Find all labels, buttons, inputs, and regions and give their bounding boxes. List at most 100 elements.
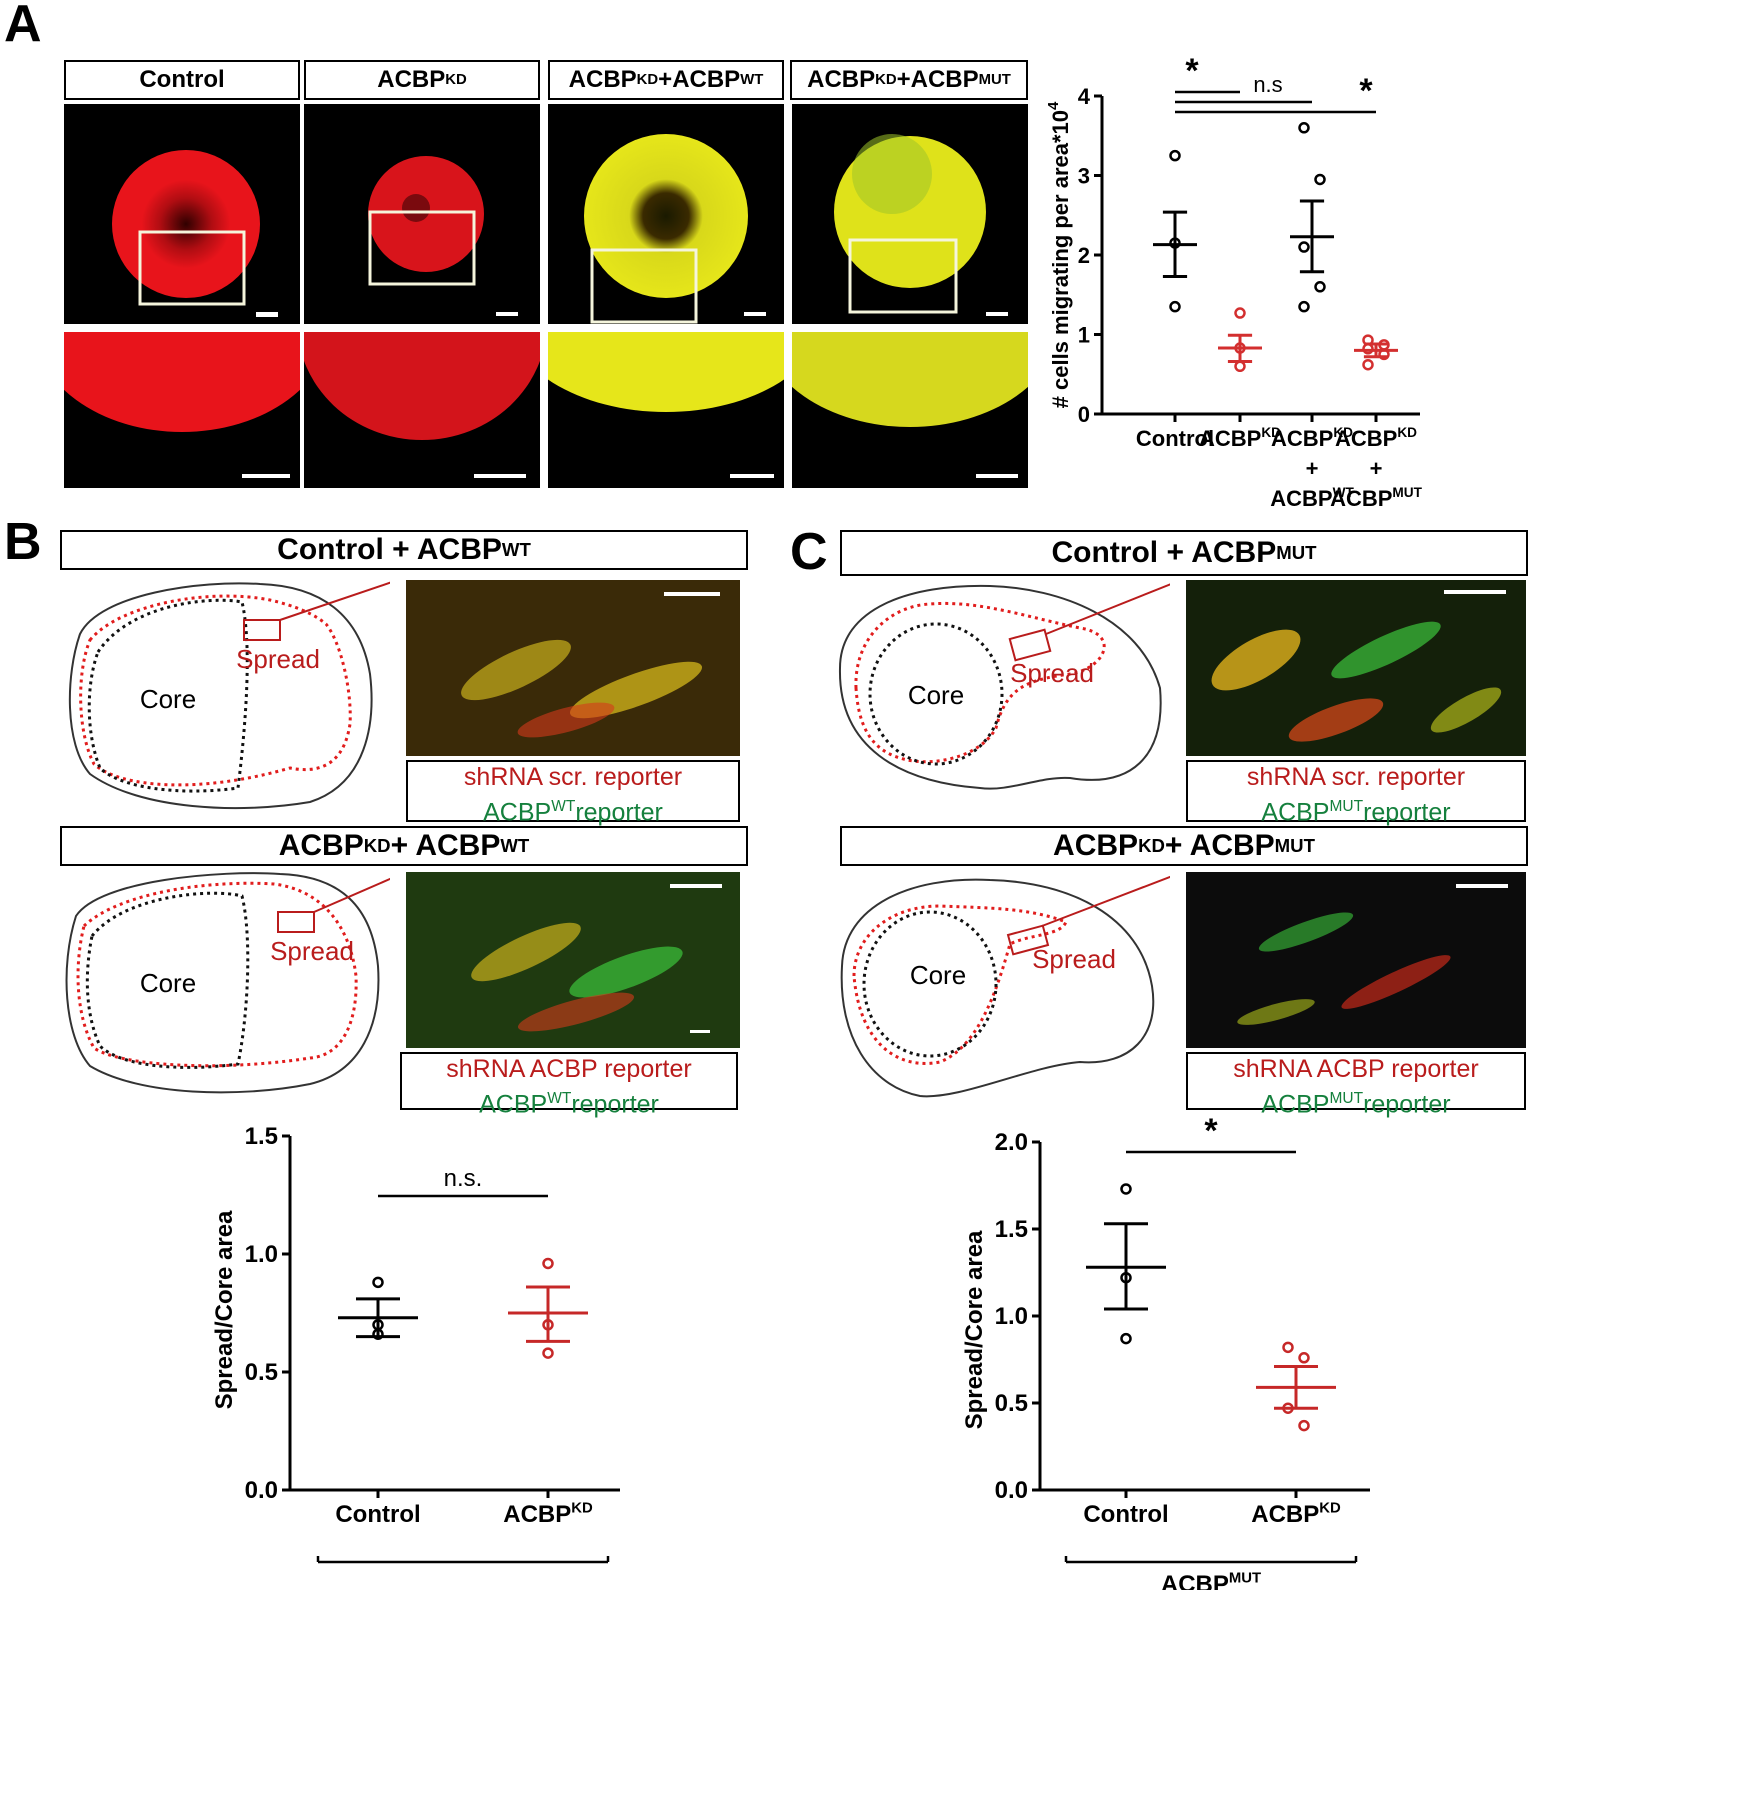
panel-b-bottom-legend: shRNA ACBP reporter ACBPWTreporter xyxy=(400,1052,738,1118)
x-tick-label: Control xyxy=(335,1501,420,1528)
chart-b-ylabel: Spread/Core area xyxy=(211,1210,238,1409)
y-tick-label: 1.5 xyxy=(245,1123,278,1150)
y-tick-label: 2.0 xyxy=(995,1129,1028,1156)
y-tick-label: 4 xyxy=(1078,84,1091,109)
panel-c-bottom-diagram: Core Spread xyxy=(840,875,1170,1098)
col-title-kd-wt-base: ACBP xyxy=(568,66,637,93)
panel-letter-a: A xyxy=(4,0,42,53)
data-point xyxy=(1314,281,1326,293)
x-tick-label: ACBPWT xyxy=(1270,485,1354,511)
significance-label: * xyxy=(1359,72,1373,110)
x-tick-label: ACBPKD xyxy=(1199,425,1281,451)
data-point xyxy=(1314,173,1326,186)
y-tick-label: 0.5 xyxy=(245,1359,278,1386)
panel-b-bottom-core-label: Core xyxy=(140,968,196,998)
col-title-kd-text: ACBP xyxy=(377,66,446,93)
zoom-image-control xyxy=(64,332,300,488)
significance-label: n.s. xyxy=(444,1165,483,1192)
panel-c-bottom-title-sup1: KD xyxy=(1138,835,1165,856)
data-point xyxy=(1120,1332,1132,1345)
chart-c-ylabel: Spread/Core area xyxy=(961,1230,988,1429)
chart-b: Spread/Core area 0.0 0.5 1.0 1.5 Control ACBP… xyxy=(211,1123,620,1564)
panel-c-top-title: Control + ACBP MUT xyxy=(840,530,1528,576)
col-title-control: Control xyxy=(64,60,300,100)
panel-b-bottom-title: ACBP KD + ACBP WT xyxy=(60,826,748,866)
col-title-kd: ACBP KD xyxy=(304,60,540,100)
panel-b-bottom-title-base: ACBP xyxy=(278,829,364,862)
significance-label: n.s xyxy=(1253,72,1282,97)
panel-b-top-title: Control + ACBP WT xyxy=(60,530,748,570)
panel-c-bottom-title-mid: + ACBP xyxy=(1164,829,1275,862)
data-point xyxy=(1234,307,1246,319)
panel-b-bottom-legend-green: ACBPWTreporter xyxy=(479,1090,659,1119)
data-point xyxy=(1169,149,1181,162)
col-title-kd-mut-sup2: MUT xyxy=(978,72,1011,88)
x-tick-label: ACBPKD xyxy=(503,1500,593,1528)
data-point xyxy=(1362,358,1374,371)
col-title-control-text: Control xyxy=(139,66,225,93)
panel-b-top-diagram: Core Spread xyxy=(68,581,390,810)
panel-c-top-image xyxy=(1186,580,1526,756)
panel-c-bottom-title-sup2: MUT xyxy=(1274,835,1315,856)
panel-c-top-title-text: Control + ACBP xyxy=(1051,536,1277,569)
col-title-kd-wt-sup1: KD xyxy=(636,72,659,88)
panel-b-bottom-diagram: Core Spread xyxy=(65,872,390,1094)
y-tick-label: 1.0 xyxy=(245,1241,278,1268)
panel-b-top-image xyxy=(406,580,740,756)
panel-b-bottom-title-mid: + ACBP xyxy=(390,829,501,862)
zoom-image-kd-mut xyxy=(792,332,1028,488)
panel-b-top-legend: shRNA scr. reporter ACBPWTreporter xyxy=(406,760,740,826)
significance-label: * xyxy=(1185,52,1199,90)
chart-a: # cells migrating per area*104 0 1 2 3 4 Cont… xyxy=(1045,52,1423,511)
x-tick-label: Control xyxy=(1136,426,1214,451)
x-tick-label: ACBPKD xyxy=(1271,425,1353,451)
col-title-kd-mut-base: ACBP xyxy=(807,66,876,93)
x-tick-label: ACBPMUT xyxy=(1330,485,1423,511)
significance-label: * xyxy=(1204,1112,1218,1150)
x-tick-label: Control xyxy=(1083,1501,1168,1528)
panel-c-top-title-sup: MUT xyxy=(1276,542,1317,563)
data-point xyxy=(542,1347,554,1359)
panel-b-bottom-title-sup2: WT xyxy=(500,835,530,856)
y-tick-label: 2 xyxy=(1078,243,1090,268)
data-point xyxy=(542,1257,554,1270)
data-point xyxy=(1362,343,1374,355)
y-tick-label: 0.0 xyxy=(245,1477,278,1504)
data-point xyxy=(1298,300,1310,313)
col-title-kd-mut: ACBP KD +ACBP MUT xyxy=(790,60,1028,100)
panel-b-top-legend-green: ACBPWTreporter xyxy=(483,798,663,827)
col-title-kd-sup: KD xyxy=(445,72,467,88)
panel-b-bottom-title-sup1: KD xyxy=(363,835,391,856)
data-point xyxy=(1234,360,1246,373)
panel-b-top-spread-label: Spread xyxy=(236,644,320,674)
data-point xyxy=(1169,300,1181,313)
spheroid-image-kd-wt xyxy=(548,104,784,324)
panel-c-bottom-spread-label: Spread xyxy=(1032,944,1116,974)
y-tick-label: 1 xyxy=(1078,323,1090,348)
col-title-kd-mut-extra: +ACBP xyxy=(896,66,979,93)
x-tick-label: ACBPKD xyxy=(1335,425,1417,451)
panel-c-bottom-title-base: ACBP xyxy=(1053,829,1139,862)
group-label: ACBPMUT xyxy=(1161,1570,1261,1590)
data-point xyxy=(1120,1183,1132,1195)
data-point xyxy=(1298,241,1310,253)
panel-b-bottom-spread-label: Spread xyxy=(270,936,354,966)
panel-b-top-title-text: Control + ACBP xyxy=(277,533,502,566)
zoom-image-kd xyxy=(304,332,540,488)
y-tick-label: 3 xyxy=(1078,164,1090,189)
x-tick-label: + xyxy=(1370,456,1383,481)
panel-c-top-diagram: Core Spread xyxy=(838,583,1170,790)
y-tick-label: 0.5 xyxy=(995,1390,1028,1417)
col-title-kd-wt-sup2: WT xyxy=(740,72,764,88)
data-point xyxy=(1282,1341,1294,1354)
panel-c-top-legend: shRNA scr. reporter ACBPMUTreporter xyxy=(1186,760,1526,826)
spheroid-image-kd xyxy=(304,104,540,324)
panel-b-top-legend-red: shRNA scr. reporter xyxy=(463,763,683,791)
zoom-image-kd-wt xyxy=(548,332,784,488)
panel-letter-c: C xyxy=(790,523,828,581)
panel-c-bottom-core-label: Core xyxy=(910,960,966,990)
chart-c: Spread/Core area 0.0 0.5 1.0 1.5 2.0 Control A… xyxy=(961,1112,1370,1590)
y-tick-label: 1.5 xyxy=(995,1216,1028,1243)
y-tick-label: 0.0 xyxy=(995,1477,1028,1504)
panel-b-top-title-sup: WT xyxy=(501,539,531,560)
